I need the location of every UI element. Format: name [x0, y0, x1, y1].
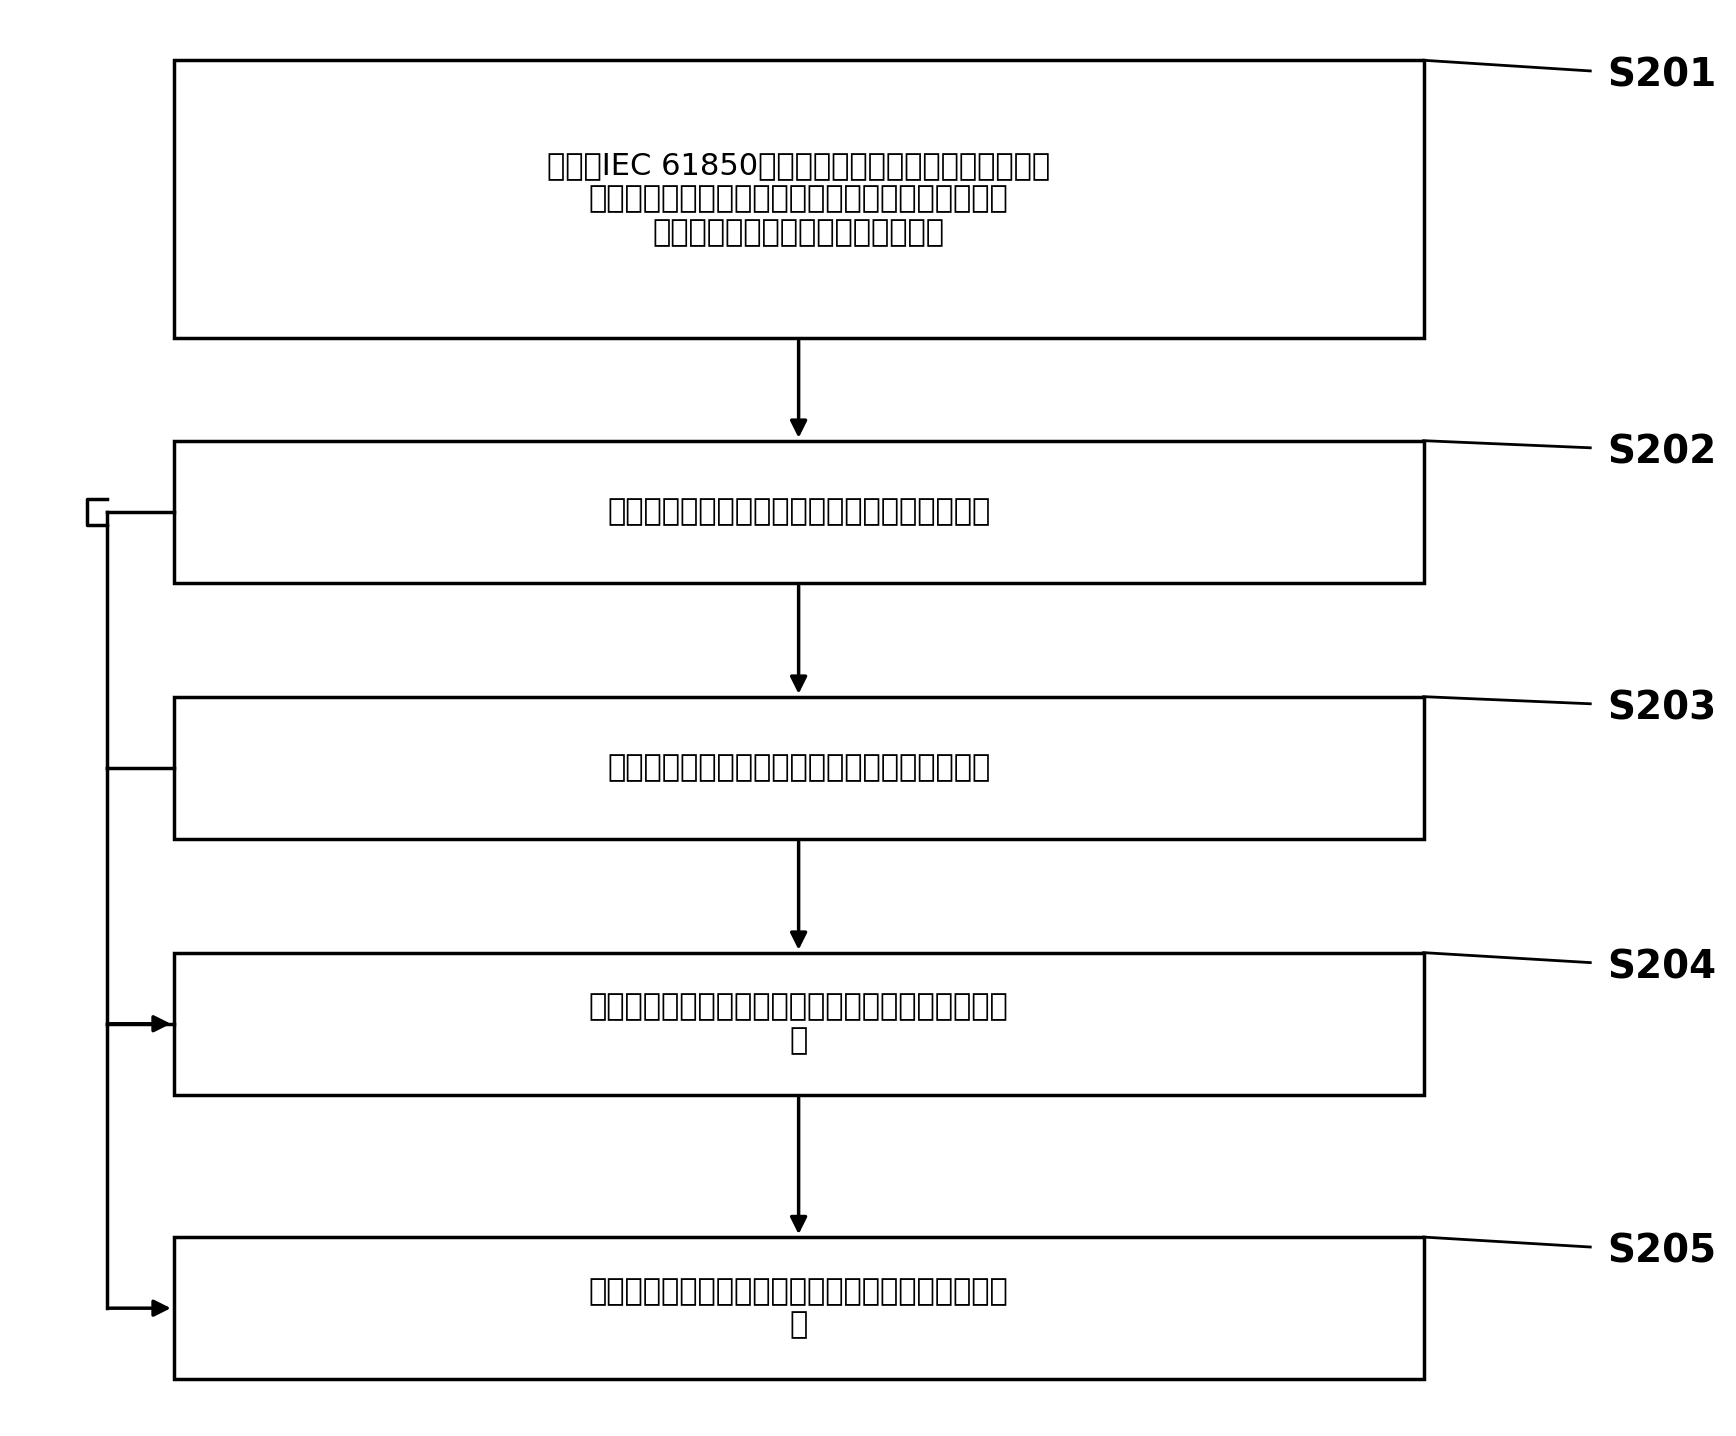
- Bar: [174, 441, 1424, 583]
- Bar: [174, 952, 1424, 1094]
- Text: S201: S201: [1608, 56, 1717, 95]
- Text: 当所述类型描述参数判定为旁母，创建旁母的母线设
备: 当所述类型描述参数判定为旁母，创建旁母的母线设 备: [589, 1277, 1009, 1340]
- Text: 当所述类型描述参数判定为母线，创建母线设备: 当所述类型描述参数判定为母线，创建母线设备: [608, 754, 990, 783]
- Text: 对基于IEC 61850标准的变电站描述系统当中的连接点
对象进行扩展，为该连接点对象增设类型描述参数，
取值包括母线和连接点，还包括旁母: 对基于IEC 61850标准的变电站描述系统当中的连接点 对象进行扩展，为该连接…: [547, 151, 1050, 247]
- Text: S202: S202: [1608, 434, 1717, 471]
- Bar: [174, 696, 1424, 839]
- Bar: [174, 1236, 1424, 1380]
- Bar: [174, 60, 1424, 337]
- Text: 当所述类型描述参数判定为旁母，创建旁母的母线设
备: 当所述类型描述参数判定为旁母，创建旁母的母线设 备: [589, 992, 1009, 1055]
- Text: S204: S204: [1608, 948, 1717, 987]
- Text: S205: S205: [1608, 1232, 1717, 1271]
- Text: S203: S203: [1608, 689, 1717, 728]
- Text: 调度主站端识别所述连接点对象的类型描述参数: 调度主站端识别所述连接点对象的类型描述参数: [608, 497, 990, 526]
